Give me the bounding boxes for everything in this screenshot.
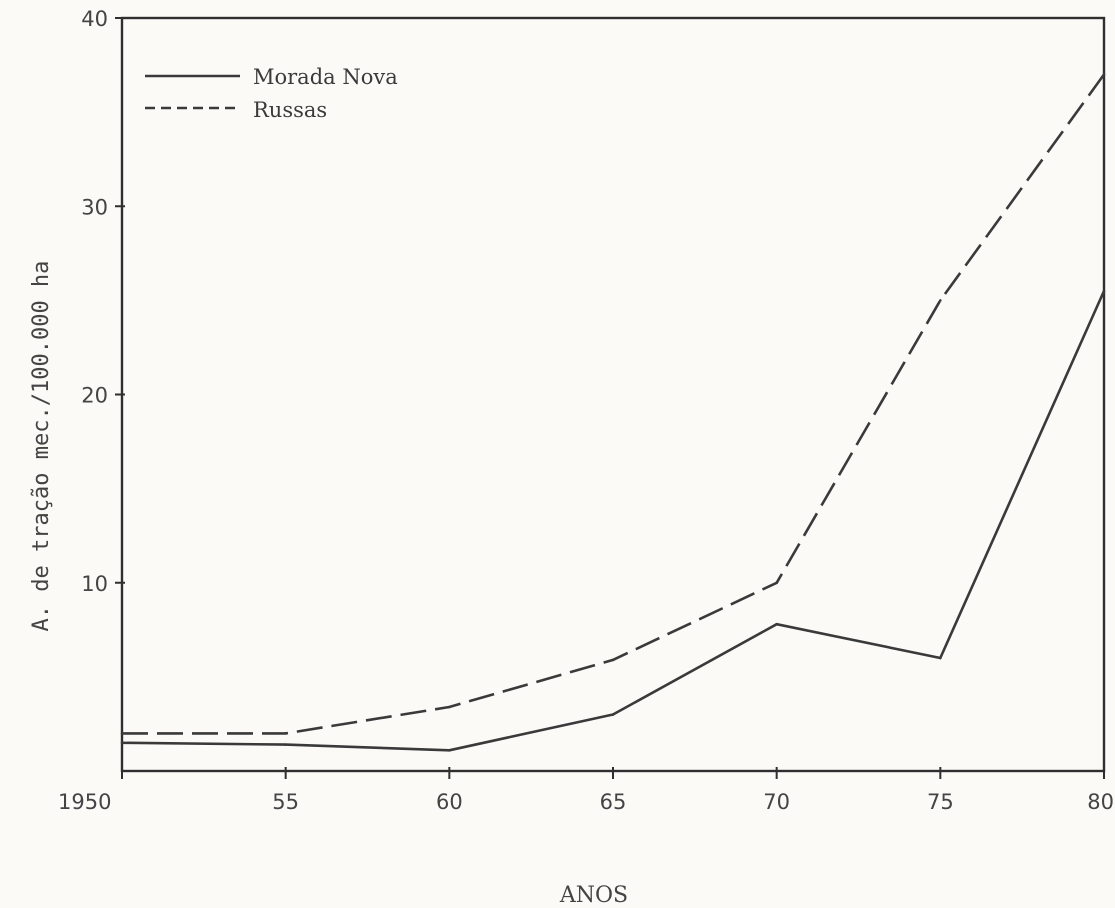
- x-axis-title: ANOS: [559, 883, 628, 908]
- series-line-morada-nova: [121, 290, 1106, 752]
- x-tick-label: 75: [927, 790, 954, 814]
- y-axis-title: A. de tração mec./100.000 ha: [29, 261, 54, 632]
- legend: Morada Nova Russas: [145, 65, 398, 122]
- data-point-russas: [448, 705, 451, 709]
- x-tick-label: 80: [1087, 790, 1114, 814]
- data-point-morada-nova: [775, 622, 778, 626]
- series-lines: [120, 73, 1106, 752]
- data-point-russas: [284, 732, 287, 735]
- x-tick-label: 70: [763, 790, 790, 814]
- plot-frame: [120, 16, 1106, 773]
- data-point-russas: [1102, 73, 1106, 76]
- y-tick-label: 40: [81, 7, 108, 31]
- x-axis-ticks: 1950 55 60 65 70 75 80: [58, 767, 1114, 814]
- x-tick-label: 60: [436, 790, 463, 814]
- plot-border: [120, 16, 1106, 773]
- data-point-morada-nova: [1102, 289, 1106, 293]
- data-point-morada-nova: [120, 741, 124, 745]
- y-tick-label: 30: [81, 195, 108, 219]
- data-point-morada-nova: [284, 743, 287, 746]
- data-point-russas: [939, 299, 942, 302]
- series-line-russas: [122, 73, 1106, 735]
- legend-label-morada-nova: Morada Nova: [253, 65, 398, 89]
- y-axis-ticks: 10 20 30 40: [81, 7, 125, 596]
- data-point-morada-nova: [448, 748, 451, 752]
- x-tick-label: 65: [600, 790, 627, 814]
- data-point-russas: [775, 581, 778, 585]
- legend-label-russas: Russas: [253, 98, 327, 122]
- y-tick-label: 20: [81, 384, 108, 408]
- y-tick-label: 10: [81, 572, 108, 596]
- x-tick-label: 55: [272, 790, 299, 814]
- data-point-morada-nova: [611, 713, 615, 716]
- data-point-russas: [120, 732, 124, 735]
- x-tick-label: 1950: [58, 790, 111, 814]
- data-point-morada-nova: [939, 656, 942, 660]
- data-point-russas: [611, 658, 615, 662]
